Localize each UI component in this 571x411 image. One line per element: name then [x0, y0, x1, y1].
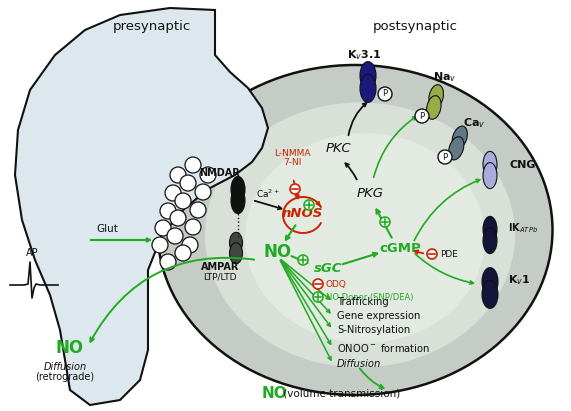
Text: Trafficking: Trafficking — [337, 297, 389, 307]
Text: 7-NI: 7-NI — [283, 158, 301, 167]
Circle shape — [378, 87, 392, 101]
Text: nNOS: nNOS — [282, 206, 323, 219]
Circle shape — [195, 184, 211, 200]
Circle shape — [167, 228, 183, 244]
Ellipse shape — [158, 65, 553, 395]
Text: NO: NO — [262, 386, 288, 400]
Circle shape — [415, 109, 429, 123]
Text: NO Donor (SNP/DEA): NO Donor (SNP/DEA) — [326, 293, 413, 302]
Circle shape — [185, 219, 201, 235]
Circle shape — [160, 203, 176, 219]
Circle shape — [170, 167, 186, 183]
Ellipse shape — [483, 151, 497, 178]
Text: K$_v$1: K$_v$1 — [508, 273, 530, 287]
Circle shape — [182, 237, 198, 253]
Circle shape — [304, 200, 314, 210]
Text: cGMP: cGMP — [379, 242, 421, 254]
Circle shape — [180, 175, 196, 191]
Ellipse shape — [449, 137, 464, 160]
Ellipse shape — [483, 228, 497, 254]
Ellipse shape — [231, 187, 245, 214]
Ellipse shape — [245, 133, 485, 343]
Text: presynaptic: presynaptic — [113, 20, 191, 33]
Text: K$_v$3.1: K$_v$3.1 — [347, 48, 381, 62]
Text: NO: NO — [264, 243, 292, 261]
Circle shape — [200, 167, 216, 183]
Text: Diffusion: Diffusion — [337, 359, 381, 369]
Circle shape — [185, 157, 201, 173]
Text: Glut: Glut — [96, 224, 118, 234]
Text: ONOO$^-$ formation: ONOO$^-$ formation — [337, 342, 430, 354]
Text: S-Nitrosylation: S-Nitrosylation — [337, 325, 410, 335]
Ellipse shape — [230, 243, 243, 264]
Circle shape — [313, 279, 323, 289]
Text: Gene expression: Gene expression — [337, 311, 420, 321]
Text: Diffusion: Diffusion — [43, 362, 87, 372]
Circle shape — [427, 249, 437, 259]
Ellipse shape — [482, 280, 498, 308]
Ellipse shape — [483, 217, 497, 242]
Text: AP: AP — [26, 248, 38, 258]
Text: Ca$_v$: Ca$_v$ — [463, 116, 485, 130]
Ellipse shape — [360, 74, 376, 102]
Ellipse shape — [483, 163, 497, 189]
Circle shape — [290, 184, 300, 194]
Text: sGC: sGC — [313, 261, 342, 275]
Circle shape — [165, 185, 181, 201]
Text: NMDAR: NMDAR — [200, 168, 240, 178]
Ellipse shape — [429, 85, 444, 109]
Text: Na$_v$: Na$_v$ — [433, 70, 457, 84]
Text: P: P — [420, 111, 425, 120]
Ellipse shape — [360, 62, 376, 90]
Text: (retrograde): (retrograde) — [35, 372, 95, 382]
Ellipse shape — [452, 126, 467, 149]
Text: PKG: PKG — [356, 187, 384, 199]
Text: AMPAR: AMPAR — [201, 262, 239, 272]
Circle shape — [313, 292, 323, 302]
Circle shape — [438, 150, 452, 164]
Text: postsynaptic: postsynaptic — [372, 20, 457, 33]
Circle shape — [175, 193, 191, 209]
Polygon shape — [15, 8, 268, 405]
Circle shape — [170, 210, 186, 226]
Text: NO: NO — [56, 339, 84, 357]
Text: P: P — [383, 90, 388, 99]
Circle shape — [155, 220, 171, 236]
Text: Ca$^{2+}$: Ca$^{2+}$ — [256, 187, 280, 200]
Circle shape — [298, 255, 308, 265]
Text: L-NMMA: L-NMMA — [274, 149, 310, 158]
Text: IK$_{ATPb}$: IK$_{ATPb}$ — [508, 221, 538, 235]
Ellipse shape — [427, 96, 441, 119]
Circle shape — [175, 245, 191, 261]
Text: PDE: PDE — [440, 249, 458, 259]
Text: (volume transmission): (volume transmission) — [280, 388, 400, 398]
Circle shape — [380, 217, 390, 227]
Circle shape — [160, 254, 176, 270]
Text: PKC: PKC — [325, 141, 351, 155]
Ellipse shape — [205, 102, 515, 367]
Ellipse shape — [230, 232, 243, 253]
Circle shape — [152, 237, 168, 253]
Text: LTP/LTD: LTP/LTD — [203, 272, 237, 281]
Text: CNG: CNG — [510, 160, 537, 170]
Text: ODQ: ODQ — [326, 279, 347, 289]
Ellipse shape — [231, 176, 245, 202]
Text: P: P — [443, 152, 448, 162]
Circle shape — [190, 202, 206, 218]
Ellipse shape — [482, 268, 498, 296]
